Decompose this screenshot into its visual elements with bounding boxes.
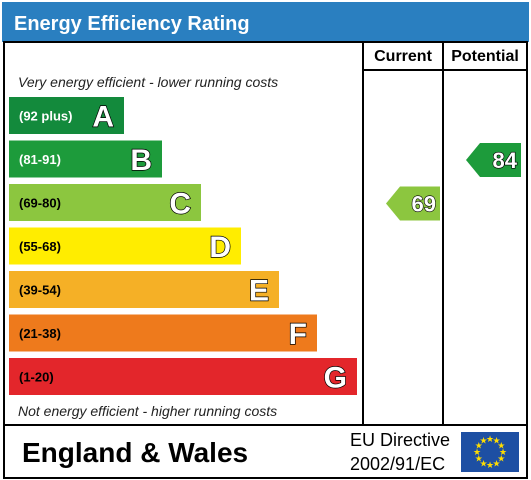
rating-arrows: 69 84 <box>386 143 521 221</box>
header-bar <box>2 2 529 42</box>
current-rating-value: 69 <box>412 192 436 217</box>
directive-line-2: 2002/91/EC <box>350 454 445 474</box>
band-bar-b <box>9 140 162 178</box>
band-f: (21-38) F <box>9 314 317 352</box>
band-range-d: (55-68) <box>19 239 61 254</box>
eu-stars: ★★★★★★★★★★★★ <box>473 435 507 471</box>
band-bar-g <box>9 358 357 395</box>
band-range-a: (92 plus) <box>19 109 72 124</box>
eu-star-icon: ★ <box>475 442 483 452</box>
directive-line-1: EU Directive <box>350 430 450 450</box>
eu-star-icon: ★ <box>497 455 505 465</box>
region-label: England & Wales <box>22 437 248 468</box>
band-bar-e <box>9 271 279 308</box>
chart-title: Energy Efficiency Rating <box>14 13 250 35</box>
top-note: Very energy efficient - lower running co… <box>18 74 278 90</box>
band-d: (55-68) D <box>9 227 241 265</box>
band-c: (69-80) C <box>9 184 201 221</box>
band-letter-b: B <box>130 144 152 177</box>
eu-star-icon: ★ <box>486 435 494 445</box>
band-letter-d: D <box>209 231 231 264</box>
band-bar-f <box>9 314 317 352</box>
current-rating-marker <box>386 186 440 221</box>
band-b: (81-91) B <box>9 140 162 178</box>
chart-frame <box>3 41 528 479</box>
eu-flag-background <box>461 432 519 472</box>
eu-star-icon: ★ <box>473 448 481 458</box>
band-range-c: (69-80) <box>19 196 61 211</box>
potential-column-header: Potential <box>451 48 519 65</box>
band-range-b: (81-91) <box>19 152 61 167</box>
band-bar-a <box>9 97 124 134</box>
band-a: (92 plus) A <box>9 97 124 134</box>
band-range-f: (21-38) <box>19 326 61 341</box>
band-letter-g: G <box>324 362 347 395</box>
eu-star-icon: ★ <box>479 437 487 447</box>
eu-star-icon: ★ <box>499 448 507 458</box>
band-e: (39-54) E <box>9 271 279 308</box>
potential-rating-marker <box>466 143 521 177</box>
band-letter-e: E <box>249 275 269 308</box>
band-g: (1-20) G <box>9 358 357 395</box>
band-range-g: (1-20) <box>19 370 54 385</box>
band-range-e: (39-54) <box>19 283 61 298</box>
band-letter-c: C <box>169 188 191 221</box>
eu-star-icon: ★ <box>486 461 494 471</box>
eu-star-icon: ★ <box>492 437 500 447</box>
bottom-note: Not energy efficient - higher running co… <box>18 403 277 419</box>
potential-rating-value: 84 <box>493 148 518 173</box>
eu-star-icon: ★ <box>479 459 487 469</box>
eu-star-icon: ★ <box>475 455 483 465</box>
current-column-header: Current <box>374 48 432 65</box>
band-letter-a: A <box>92 101 114 134</box>
eu-flag-icon: ★★★★★★★★★★★★ <box>461 432 519 472</box>
rating-bands: (92 plus) A (81-91) B (69-80) C (55-68) D (39-54… <box>9 97 357 395</box>
eu-star-icon: ★ <box>497 442 505 452</box>
band-bar-c <box>9 184 201 221</box>
band-letter-f: F <box>289 318 307 351</box>
potential-rating-arrow: 84 <box>466 143 521 177</box>
band-bar-d <box>9 227 241 265</box>
eu-star-icon: ★ <box>492 459 500 469</box>
current-rating-arrow: 69 <box>386 186 440 221</box>
